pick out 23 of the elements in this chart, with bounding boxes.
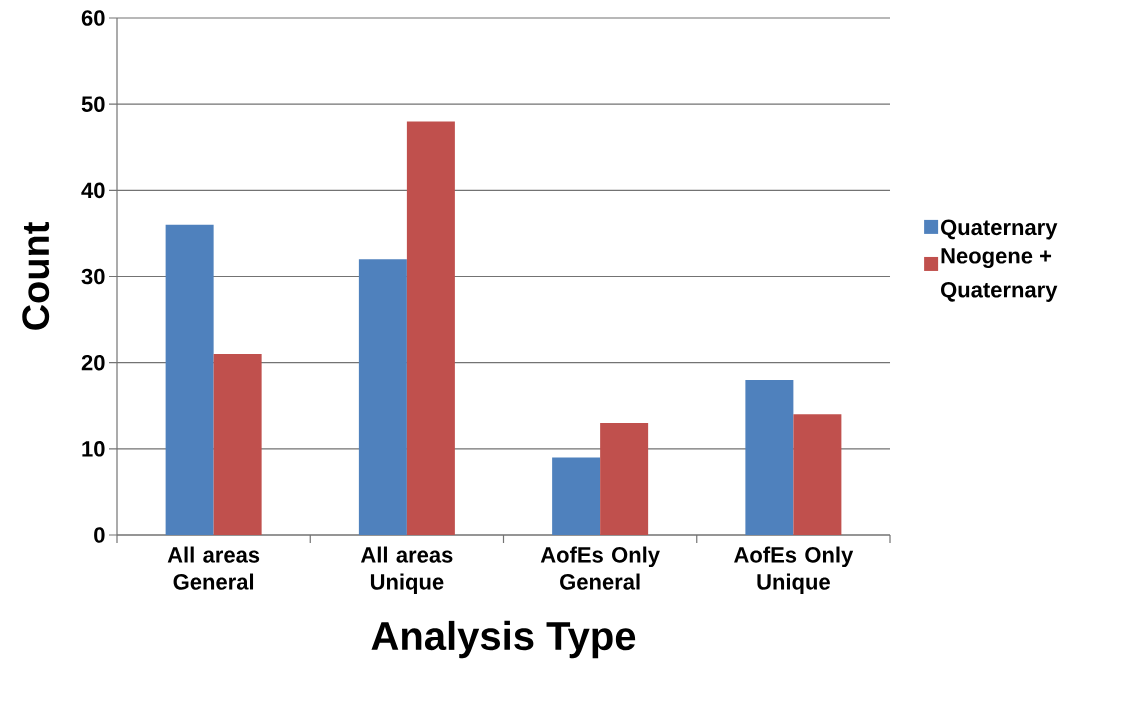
bar: [358, 259, 407, 535]
bar: [213, 354, 262, 535]
y-tick-label: 20: [81, 354, 105, 371]
y-tick-label: 40: [81, 182, 105, 199]
y-tick-label: 10: [82, 441, 105, 457]
y-tick-label: 0: [94, 527, 105, 543]
x-tick-label: AofEs Only General: [540, 546, 660, 590]
bar: [406, 121, 455, 535]
bar: [165, 224, 214, 535]
legend-label: Neogene + Quaternary: [941, 248, 1058, 302]
legend-label: Quaternary: [941, 219, 1058, 240]
y-axis-title: Count: [22, 222, 50, 330]
bar: [745, 379, 794, 535]
bar: [600, 422, 649, 535]
x-tick-label: All areas General: [167, 546, 260, 590]
x-tick-label: AofEs Only Unique: [734, 546, 854, 595]
bar: [552, 457, 601, 535]
y-tick-label: 50: [81, 96, 105, 112]
y-tick-label: 60: [81, 10, 105, 26]
x-tick-label: All areas Unique: [360, 546, 453, 595]
y-tick-label: 30: [81, 268, 105, 285]
x-axis-title: Analysis Type: [371, 620, 636, 659]
bar: [793, 414, 842, 535]
